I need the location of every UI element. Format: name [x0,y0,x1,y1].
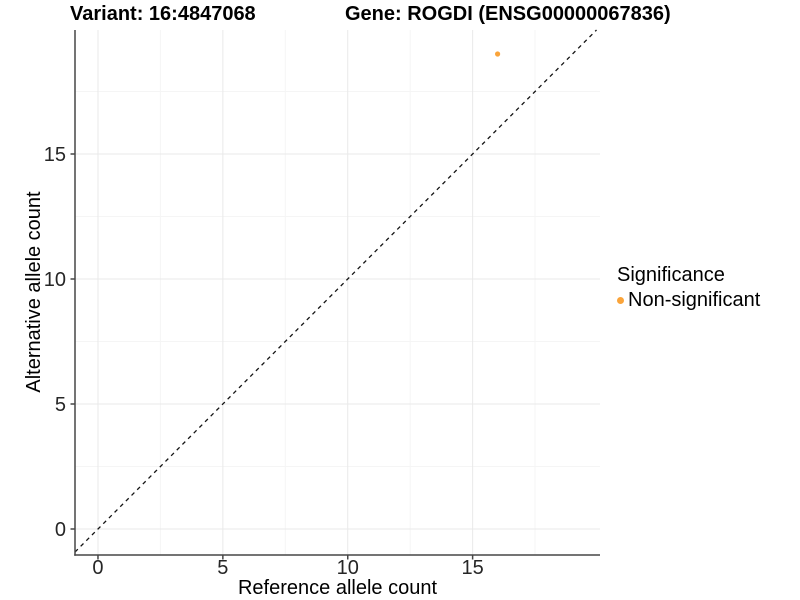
axis-tick-marks [70,153,474,560]
y-tick-label: 5 [55,394,66,416]
gridlines-minor [75,30,600,555]
legend-item-label: Non-significant [628,289,761,311]
identity-line [74,29,597,553]
data-points [494,51,501,57]
legend-point-icon [617,297,624,304]
x-tick-label: 15 [461,557,483,579]
axis-tick-labels: 0 5 10 15 0 5 10 15 [44,144,484,579]
x-tick-label: 0 [92,557,103,579]
gene-title: Gene: ROGDI (ENSG00000067836) [345,3,671,25]
legend-item-non-significant: Non-significant [617,288,760,313]
y-tick-label: 15 [44,144,66,166]
data-point [494,51,501,57]
x-tick-label: 5 [217,557,228,579]
legend: Significance Non-significant [617,263,760,313]
x-tick-label: 10 [337,557,359,579]
gridlines-major [75,30,600,555]
variant-title: Variant: 16:4847068 [70,3,256,25]
identity-dashed-line [74,29,597,553]
y-tick-label: 0 [55,519,66,541]
legend-title: Significance [617,264,725,286]
x-axis-title: Reference allele count [237,577,437,599]
y-tick-label: 10 [44,269,66,291]
axis-lines [74,30,600,556]
y-axis-title: Alternative allele count [23,191,45,393]
